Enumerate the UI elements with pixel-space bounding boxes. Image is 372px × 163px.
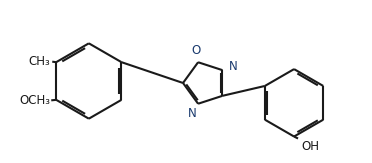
Text: N: N [228, 60, 237, 73]
Text: CH₃: CH₃ [29, 55, 50, 68]
Text: N: N [188, 107, 196, 120]
Text: OCH₃: OCH₃ [19, 94, 50, 107]
Text: O: O [192, 44, 201, 57]
Text: OH: OH [301, 141, 319, 154]
